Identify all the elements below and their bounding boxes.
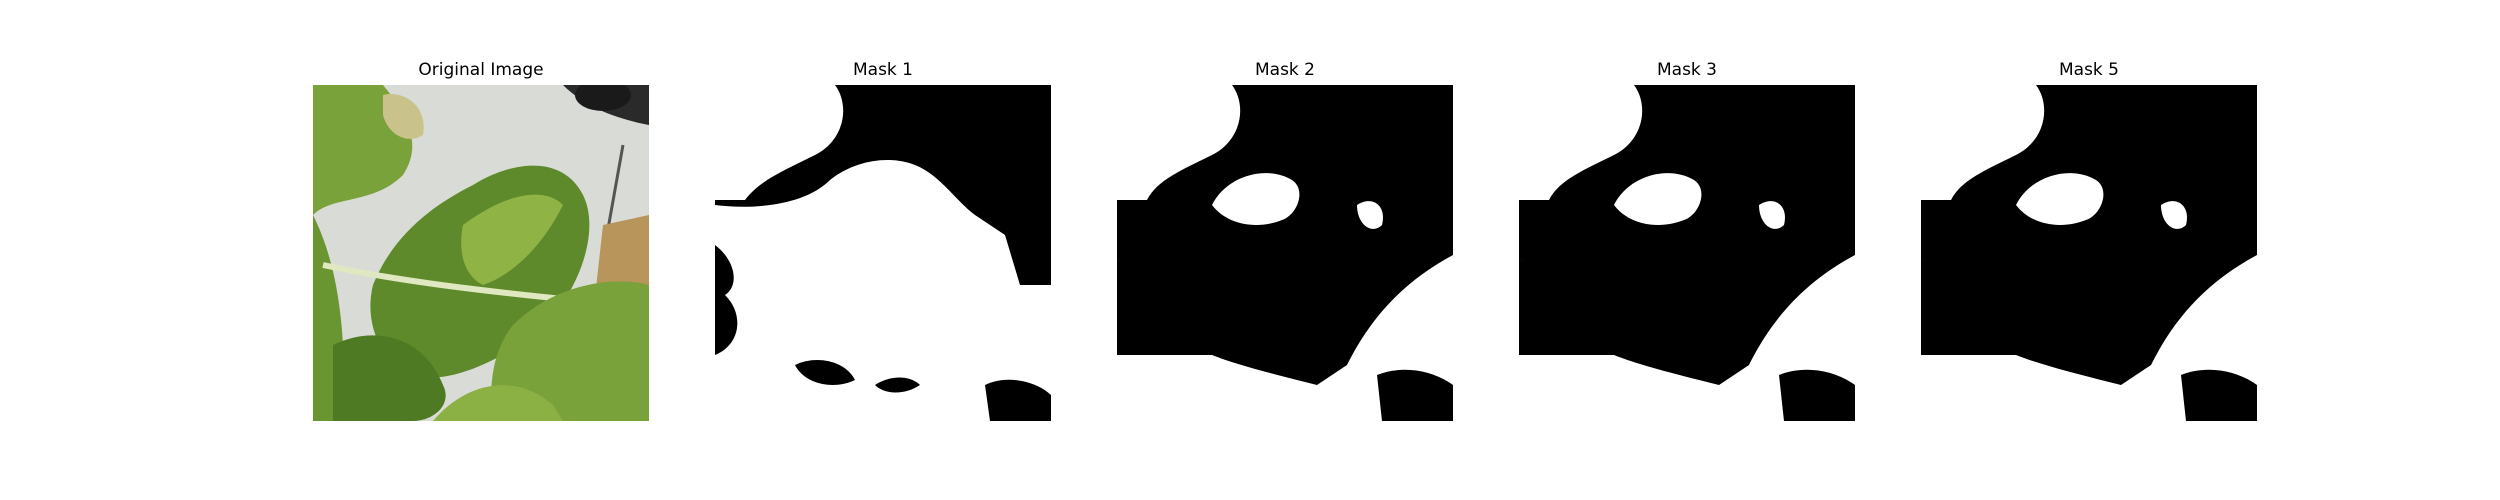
original-photo	[313, 85, 649, 421]
panel-title: Mask 1	[852, 60, 913, 80]
mask-image	[1117, 85, 1453, 421]
mask-image	[1519, 85, 1855, 421]
panel-title: Original Image	[418, 60, 544, 80]
mask-image	[715, 85, 1051, 421]
panel-title: Mask 5	[2058, 60, 2119, 80]
mask-image	[1921, 85, 2257, 421]
panel-title: Mask 2	[1254, 60, 1315, 80]
panel-title: Mask 3	[1656, 60, 1717, 80]
